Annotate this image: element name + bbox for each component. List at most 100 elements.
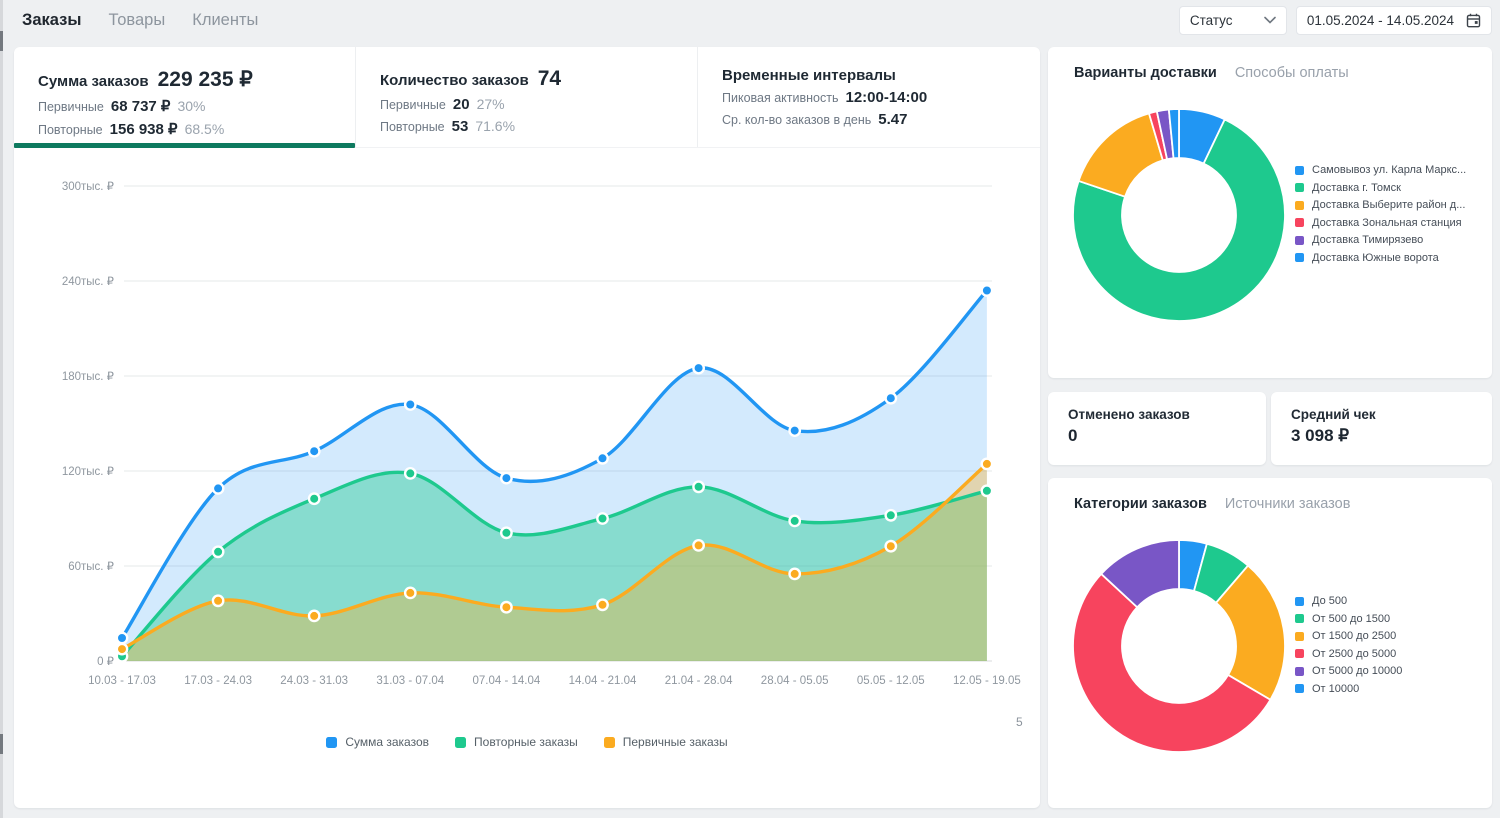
stats-row: Сумма заказов 229 235 ₽ Первичные 68 737… <box>14 47 1040 148</box>
data-point[interactable] <box>884 539 898 553</box>
legend-label: Доставка Тимирязево <box>1312 234 1424 246</box>
legend-item[interactable]: От 10000 <box>1295 683 1487 695</box>
data-point[interactable] <box>596 598 609 612</box>
data-point[interactable] <box>499 526 513 540</box>
y-axis-tick: 120тыс. ₽ <box>62 466 115 478</box>
data-point[interactable] <box>980 284 994 297</box>
x-axis-tick: 05.05 - 12.05 <box>857 675 925 687</box>
data-point[interactable] <box>211 481 225 495</box>
legend-swatch <box>1295 649 1304 658</box>
data-point[interactable] <box>307 444 321 458</box>
legend-label: Самовывоз ул. Карла Маркс... <box>1312 164 1467 176</box>
tab-delivery-options[interactable]: Варианты доставки <box>1074 65 1217 81</box>
data-point[interactable] <box>403 586 417 600</box>
stat-sub-value: 156 938 ₽ <box>109 121 178 138</box>
donut-slice-1[interactable] <box>1072 118 1286 322</box>
tab-payment-methods[interactable]: Способы оплаты <box>1234 65 1349 81</box>
chevron-down-icon <box>1264 16 1276 24</box>
tab-order-sources[interactable]: Источники заказов <box>1224 496 1351 512</box>
data-point[interactable] <box>692 538 705 552</box>
legend-swatch <box>1295 165 1304 175</box>
legend-item[interactable]: От 1500 до 2500 <box>1295 630 1487 642</box>
y-axis-tick: 0 ₽ <box>97 656 115 668</box>
data-point[interactable] <box>596 451 609 465</box>
data-point[interactable] <box>980 484 994 498</box>
legend-item[interactable]: Доставка Зональная станция <box>1295 217 1487 229</box>
legend-item[interactable]: До 500 <box>1295 595 1487 607</box>
stat-time-intervals[interactable]: Временные интервалы Пиковая активность 1… <box>698 47 1040 147</box>
legend-label: До 500 <box>1312 595 1348 607</box>
tab-clients[interactable]: Клиенты <box>192 10 259 29</box>
series-line-0 <box>120 288 989 640</box>
delivery-card-tabs: Варианты доставки Способы оплаты <box>1048 47 1492 81</box>
data-point[interactable] <box>211 594 225 608</box>
data-point[interactable] <box>884 508 898 522</box>
date-range-picker[interactable]: 01.05.2024 - 14.05.2024 <box>1295 5 1492 35</box>
data-point[interactable] <box>884 391 898 405</box>
cancelled-orders-title: Отменено заказов <box>1068 407 1190 422</box>
data-point[interactable] <box>499 600 513 614</box>
legend-item-sum[interactable]: Сумма заказов <box>326 735 429 749</box>
x-axis-tick: 12.05 - 19.05 <box>953 675 1021 687</box>
stat-order-count[interactable]: Количество заказов 74 Первичные 20 27% П… <box>356 47 698 147</box>
legend-label: Доставка г. Томск <box>1312 181 1401 194</box>
x-axis-tick: 24.03 - 31.03 <box>280 675 348 687</box>
x-axis-tick: 10.03 - 17.03 <box>88 675 156 687</box>
data-point[interactable] <box>307 609 321 623</box>
legend-item[interactable]: От 5000 до 10000 <box>1295 665 1487 677</box>
data-point[interactable] <box>115 642 129 656</box>
tab-products[interactable]: Товары <box>108 10 166 29</box>
delivery-donut-legend: Самовывоз ул. Карла Маркс... Доставка г. … <box>1295 164 1487 269</box>
data-point[interactable] <box>692 480 705 494</box>
stat-sub-label: Первичные <box>380 98 446 112</box>
tab-order-categories[interactable]: Категории заказов <box>1074 496 1207 512</box>
legend-label: От 500 до 1500 <box>1312 612 1391 625</box>
page-indicator: 5 <box>1016 715 1023 729</box>
legend-swatch <box>1295 253 1304 262</box>
donut-slice-3[interactable] <box>1072 573 1272 753</box>
legend-item[interactable]: Доставка Южные ворота <box>1295 252 1487 264</box>
area-fill-2 <box>122 463 987 661</box>
data-point[interactable] <box>115 631 129 645</box>
legend-item[interactable]: Доставка Тимирязево <box>1295 234 1487 246</box>
legend-item-repeat[interactable]: Повторные заказы <box>455 735 578 749</box>
stat-order-sum[interactable]: Сумма заказов 229 235 ₽ Первичные 68 737… <box>14 47 356 148</box>
x-axis-tick: 28.04 - 05.05 <box>761 675 829 687</box>
donut-slice-4[interactable] <box>1100 539 1180 609</box>
data-point[interactable] <box>403 466 417 480</box>
y-axis-tick: 240тыс. ₽ <box>62 276 115 288</box>
legend-item[interactable]: Самовывоз ул. Карла Маркс... <box>1295 164 1487 176</box>
data-point[interactable] <box>211 545 225 559</box>
stat-value: 74 <box>537 67 562 90</box>
data-point[interactable] <box>307 492 321 506</box>
tab-orders[interactable]: Заказы <box>22 10 82 29</box>
data-point[interactable] <box>499 471 513 485</box>
stat-sub-pct: 68.5% <box>184 121 225 137</box>
legend-item[interactable]: От 2500 до 5000 <box>1295 648 1487 660</box>
legend-item[interactable]: Доставка Выберите район д... <box>1295 199 1487 211</box>
legend-item[interactable]: От 500 до 1500 <box>1295 613 1487 625</box>
legend-label: Доставка Выберите район д... <box>1312 199 1466 211</box>
data-point[interactable] <box>692 361 705 375</box>
data-point[interactable] <box>980 457 994 471</box>
data-point[interactable] <box>403 398 417 411</box>
donut-slice-5[interactable] <box>1167 108 1180 160</box>
legend-label: Первичные заказы <box>622 735 728 749</box>
status-select[interactable]: Статус <box>1178 5 1287 35</box>
data-point[interactable] <box>788 514 802 528</box>
stat-sub-value: 68 737 ₽ <box>110 98 171 115</box>
legend-label: От 1500 до 2500 <box>1312 630 1397 642</box>
donut-slice-2[interactable] <box>1077 112 1164 198</box>
donut-slice-2[interactable] <box>1215 564 1286 701</box>
cancelled-orders-card: Отменено заказов 0 <box>1048 392 1266 465</box>
data-point[interactable] <box>596 512 609 525</box>
legend-swatch <box>455 736 467 748</box>
categories-card-tabs: Категории заказов Источники заказов <box>1048 478 1492 512</box>
legend-item[interactable]: Доставка г. Томск <box>1295 182 1487 194</box>
data-point[interactable] <box>788 424 802 437</box>
legend-item-primary[interactable]: Первичные заказы <box>603 735 728 749</box>
cancelled-orders-value: 0 <box>1068 426 1078 445</box>
categories-donut-legend: До 500 От 500 до 1500 От 1500 до 2500 От 25… <box>1295 595 1487 700</box>
y-axis-tick: 300тыс. ₽ <box>62 181 115 193</box>
data-point[interactable] <box>788 567 802 581</box>
